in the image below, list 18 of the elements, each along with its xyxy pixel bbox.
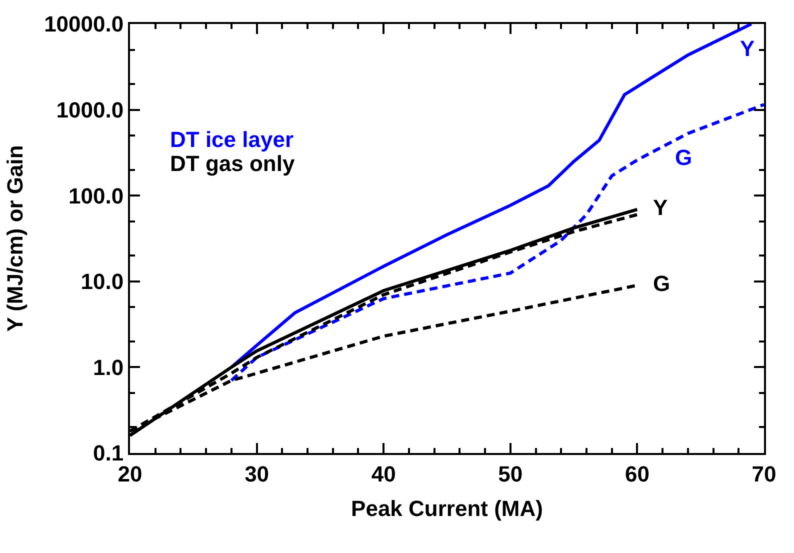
annotation: G xyxy=(675,145,692,170)
x-tick-label: 30 xyxy=(244,461,270,486)
x-axis-title: Peak Current (MA) xyxy=(351,496,543,521)
x-tick-label: 70 xyxy=(752,461,776,486)
y-tick-label: 10.0 xyxy=(80,269,124,294)
x-tick-label: 60 xyxy=(624,461,650,486)
x-tick-label: 40 xyxy=(371,461,396,486)
y-tick-label: 1000.0 xyxy=(56,98,124,122)
y-axis-title: Y (MJ/cm) or Gain xyxy=(2,145,28,332)
annotation: G xyxy=(653,271,670,296)
y-tick-label: 10000.0 xyxy=(44,12,124,37)
annotation: Y xyxy=(653,195,668,220)
annotation: Y xyxy=(740,36,755,61)
text: DT ice layer xyxy=(170,127,294,152)
y-tick-label: 100.0 xyxy=(68,183,124,208)
x-tick-label: 50 xyxy=(498,461,523,486)
y-tick-label: 1.0 xyxy=(93,354,124,380)
text: DT gas only xyxy=(170,151,296,176)
